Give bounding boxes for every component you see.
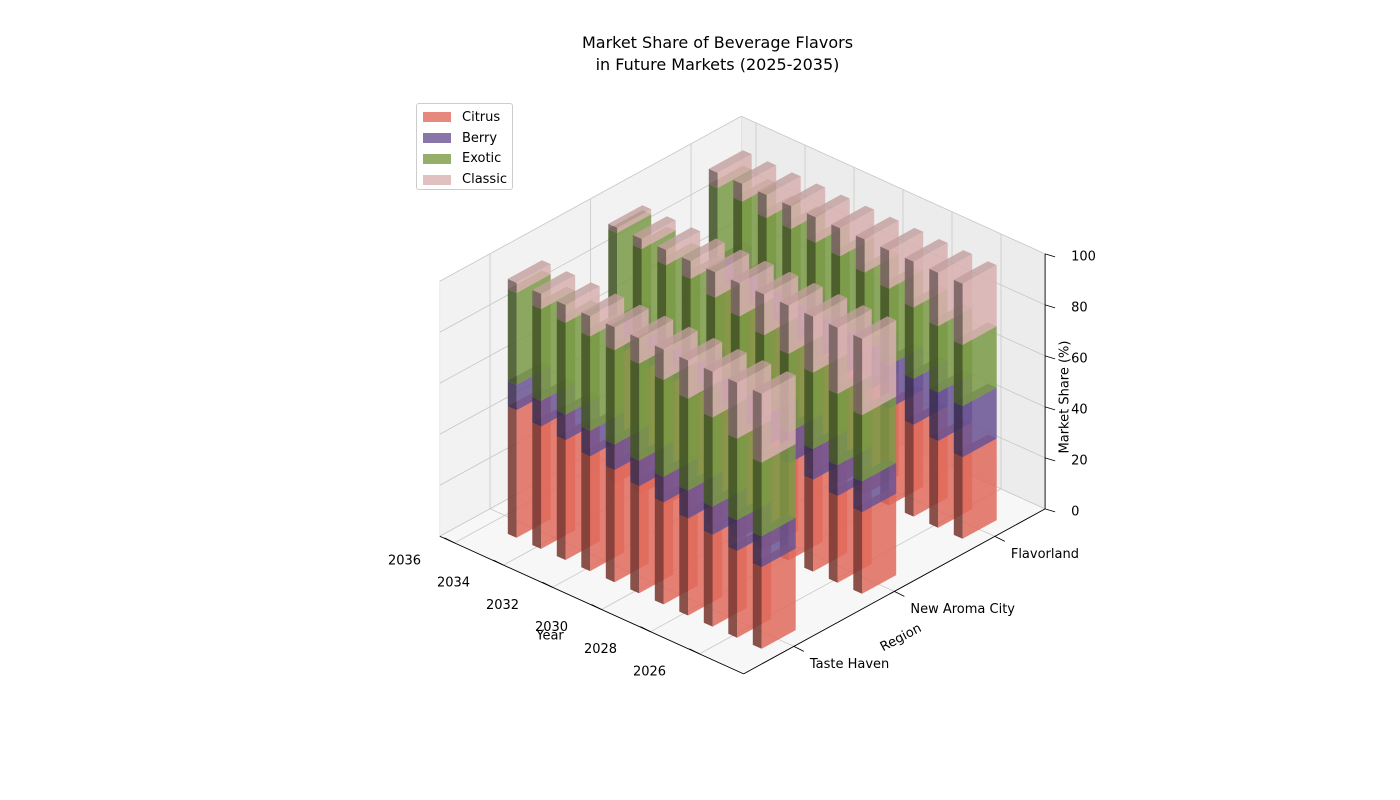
bar-stack-taste-haven-2025	[752, 371, 796, 649]
bar-segment-classic-new-aroma-city-2034	[632, 216, 676, 250]
zaxis-tick-60	[1044, 355, 1056, 360]
legend-label-classic: Classic	[462, 172, 507, 188]
zaxis-tick-80	[1044, 304, 1056, 309]
chart-title-line-2: in Future Markets (2025-2035)	[595, 55, 840, 74]
bar-segment-classic-taste-haven-2025	[752, 371, 796, 463]
year-tick-label-2028: 2028	[584, 642, 617, 657]
year-tick-label-2030: 2030	[535, 620, 568, 635]
zaxis-tick-100	[1044, 253, 1056, 258]
zaxis-tick-label-40: 40	[1071, 402, 1088, 417]
region-tick-label-taste-haven: Taste Haven	[809, 657, 889, 672]
legend-swatch-classic	[423, 174, 451, 185]
year-tick-label-2026: 2026	[633, 664, 666, 679]
year-tick-2036	[444, 537, 455, 544]
year-tick-label-2036: 2036	[388, 553, 421, 568]
year-tick-2030	[591, 604, 602, 610]
bar-segment-classic-flavorland-2034	[733, 161, 777, 202]
region-tick-taste-haven	[793, 645, 805, 652]
region-tick-flavorland	[994, 535, 1006, 542]
bar-stack-flavorland-2025	[953, 261, 997, 539]
year-tick-2032	[542, 581, 553, 588]
legend-item-classic: Classic	[423, 169, 512, 190]
zaxis-tick-label-100: 100	[1071, 249, 1096, 264]
year-tick-label-2034: 2034	[437, 576, 470, 591]
bar-segment-classic-taste-haven-2029	[654, 326, 698, 380]
legend-label-berry: Berry	[462, 130, 498, 146]
bar-segment-classic-taste-haven-2032	[581, 293, 625, 337]
region-tick-label-flavorland: Flavorland	[1011, 547, 1079, 562]
region-axis-label: Region	[878, 621, 924, 655]
bar-stack-new-aroma-city-2025	[853, 316, 897, 594]
year-tick-2026	[689, 648, 700, 655]
bar-segment-classic-taste-haven-2035	[507, 260, 551, 293]
zaxis-tick-label-60: 60	[1071, 351, 1088, 366]
axes-group: 2026 2028 2030 2032 2034 2036 Year Taste Haven N…	[388, 249, 1096, 679]
region-tick-new-aroma-city	[894, 590, 905, 597]
bar-segment-classic-new-aroma-city-2032	[681, 238, 725, 279]
bar-segment-classic-flavorland-2032	[782, 183, 826, 230]
zaxis-tick-20	[1044, 457, 1056, 462]
year-tick-2028	[640, 626, 651, 633]
bar-segment-classic-new-aroma-city-2033	[657, 227, 701, 266]
region-tick-label-new-aroma-city: New Aroma City	[910, 602, 1015, 617]
legend-swatch-berry	[423, 133, 451, 144]
legend: Citrus Berry Exotic Classic	[416, 103, 513, 190]
year-tick-2034	[493, 559, 504, 566]
legend-swatch-exotic	[423, 153, 451, 164]
bar-segment-classic-flavorland-2030	[831, 205, 875, 257]
zaxis-label: Market Share (%)	[1058, 341, 1073, 454]
chart-title-line-1: Market Share of Beverage Flavors	[581, 33, 854, 52]
bar-segment-classic-new-aroma-city-2035	[608, 205, 652, 233]
bar-segment-classic-taste-haven-2031	[605, 304, 649, 351]
bar-stack-new-aroma-city-2026	[828, 305, 872, 583]
legend-item-berry: Berry	[423, 128, 512, 149]
gridline-z-back-100	[741, 115, 1046, 255]
bar-segment-classic-flavorland-2035	[708, 150, 752, 189]
year-tick-label-2032: 2032	[486, 598, 519, 613]
zaxis-tick-label-20: 20	[1071, 453, 1088, 468]
bars-group	[507, 150, 997, 649]
bar-segment-classic-flavorland-2033	[757, 172, 801, 218]
bar-segment-classic-new-aroma-city-2025	[853, 316, 897, 416]
legend-item-exotic: Exotic	[423, 149, 512, 170]
legend-label-citrus: Citrus	[462, 109, 501, 125]
year-axis-label: Year	[535, 629, 564, 644]
bar-segment-classic-taste-haven-2033	[556, 282, 600, 323]
bar-segment-classic-flavorland-2025	[953, 261, 997, 345]
bar-segment-classic-taste-haven-2034	[532, 271, 576, 310]
legend-swatch-citrus	[423, 112, 451, 123]
legend-label-exotic: Exotic	[462, 151, 502, 167]
bar-segment-classic-new-aroma-city-2031	[706, 249, 750, 298]
legend-item-citrus: Citrus	[423, 107, 512, 128]
zaxis-tick-label-80: 80	[1071, 300, 1088, 315]
chart-title: Market Share of Beverage Flavors in Futu…	[0, 32, 1400, 76]
bar-segment-classic-flavorland-2031	[806, 194, 850, 243]
bar-segment-classic-taste-haven-2030	[630, 315, 674, 364]
zaxis-tick-40	[1044, 406, 1056, 411]
zaxis-tick-label-0: 0	[1071, 504, 1079, 519]
zaxis-tick-0	[1044, 508, 1056, 513]
gridline-z-100	[439, 115, 742, 282]
